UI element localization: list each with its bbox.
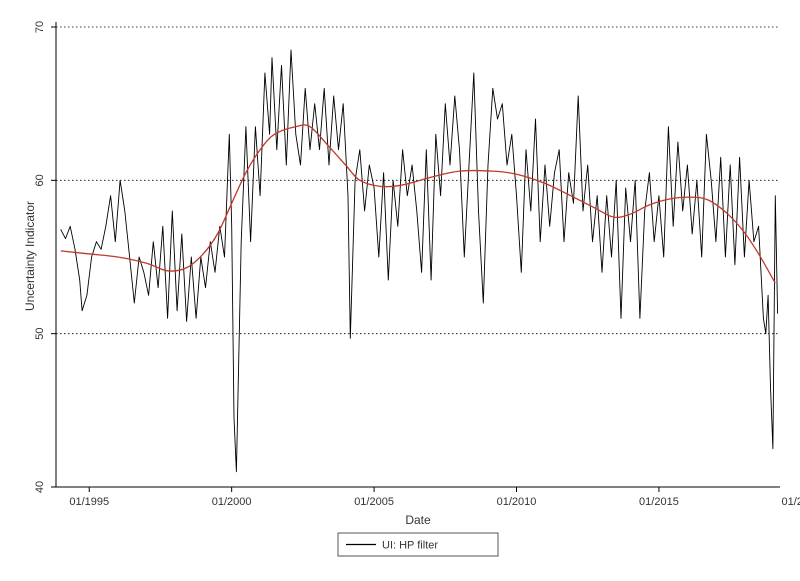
legend: UI: HP filter bbox=[337, 532, 499, 557]
x-tick-label: 01/2005 bbox=[354, 496, 394, 508]
x-axis-ticks: 01/1995 01/2000 01/2005 01/2010 01/2015 01/20… bbox=[69, 487, 800, 508]
x-axis-title: Date bbox=[405, 513, 431, 527]
x-tick-label: 01/2020 bbox=[781, 496, 800, 508]
y-tick-label: 50 bbox=[34, 328, 46, 340]
legend-entry-label: UI: HP filter bbox=[382, 540, 438, 552]
y-tick-label: 60 bbox=[34, 174, 46, 186]
y-tick-label: 70 bbox=[34, 21, 46, 33]
y-tick-label: 40 bbox=[34, 481, 46, 493]
hp-filter-trend-line bbox=[60, 124, 776, 284]
x-tick-label: 01/1995 bbox=[69, 496, 109, 508]
x-tick-label: 01/2015 bbox=[639, 496, 679, 508]
y-axis-ticks: 40 50 60 70 bbox=[34, 21, 56, 493]
series-layer bbox=[60, 49, 779, 473]
x-tick-label: 01/2000 bbox=[212, 496, 252, 508]
x-tick-label: 01/2010 bbox=[497, 496, 537, 508]
y-axis-title: Uncertainty Indicator bbox=[23, 201, 37, 311]
ui-series-line bbox=[60, 49, 779, 473]
legend-box bbox=[337, 532, 499, 557]
